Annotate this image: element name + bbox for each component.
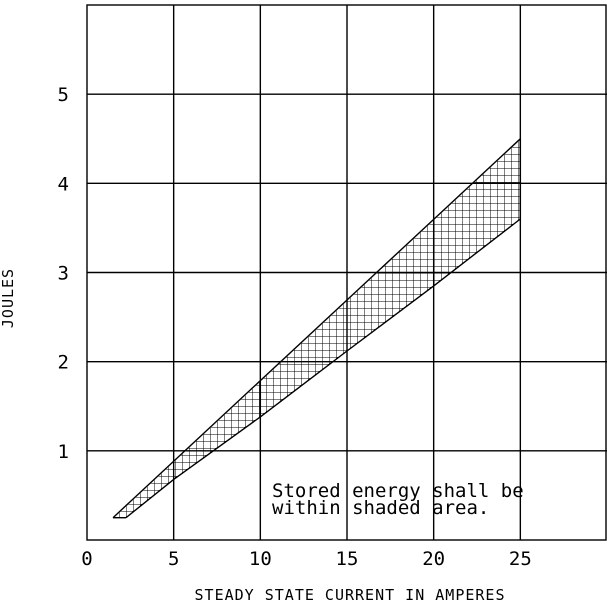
y-tick-label: 1	[58, 441, 69, 463]
upper-bound-line	[112, 138, 521, 519]
grid	[86, 4, 607, 541]
x-tick-label: 25	[509, 548, 532, 570]
y-tick-labels: 1 2 3 4 5	[58, 84, 69, 463]
x-tick-label: 15	[336, 548, 359, 570]
lower-bound-line	[125, 218, 521, 519]
x-tick-labels: 0 5 10 15 20 25	[81, 548, 532, 570]
y-axis-title: JOULES	[0, 268, 17, 328]
x-tick-label: 5	[168, 548, 179, 570]
x-tick-label: 0	[81, 548, 92, 570]
y-tick-label: 5	[58, 84, 69, 106]
y-tick-label: 3	[58, 263, 69, 285]
y-tick-label: 2	[58, 352, 69, 374]
annotation-line-1: Stored energy shall be	[272, 480, 524, 502]
x-axis-title: STEADY STATE CURRENT IN AMPERES	[195, 586, 506, 604]
y-tick-label: 4	[58, 173, 69, 195]
x-tick-label: 20	[422, 548, 445, 570]
annotation-line-2: within shaded area.	[272, 497, 489, 519]
x-tick-label: 10	[249, 548, 272, 570]
